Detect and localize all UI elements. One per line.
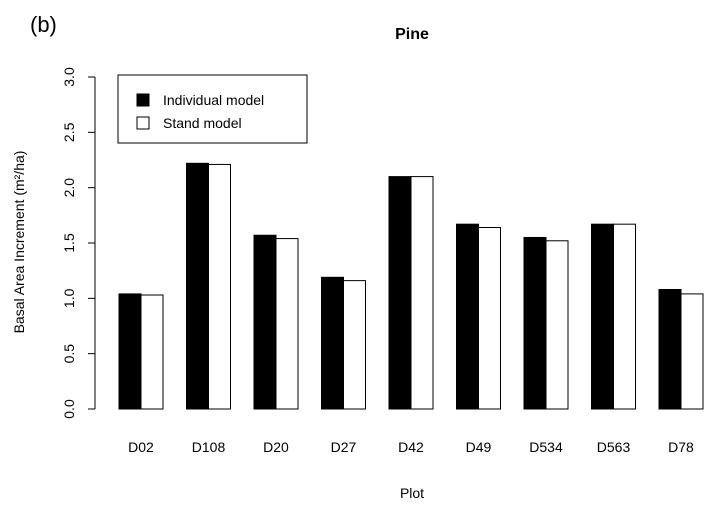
- y-axis-label: Basal Area Increment (m²/ha): [11, 151, 27, 334]
- y-axis-ticks: 0.0 0.5 1.0 1.5 2.0 2.5 3.0: [61, 67, 95, 419]
- x-tick-label: D534: [529, 439, 563, 455]
- x-axis-label: Plot: [400, 485, 424, 501]
- bar-d534-stand-model: [545, 240, 569, 410]
- bar-d27-stand-model: [343, 280, 366, 410]
- y-tick-label: 1.0: [61, 288, 77, 308]
- x-tick-label: D20: [263, 439, 289, 455]
- legend: Individual model Stand model: [117, 74, 308, 144]
- x-tick-label: D49: [466, 439, 492, 455]
- bar-d49-individual-model: [456, 223, 479, 410]
- bar-d563-individual-model: [591, 223, 614, 410]
- bar-d20-individual-model: [253, 234, 277, 410]
- bars-group: [118, 162, 704, 410]
- bar-d108-stand-model: [208, 163, 231, 410]
- bar-d108-individual-model: [186, 162, 209, 410]
- y-tick-label: 2.0: [61, 178, 77, 198]
- y-tick-label: 0.0: [61, 399, 77, 419]
- legend-box: [117, 74, 308, 144]
- bar-d20-stand-model: [275, 238, 299, 410]
- legend-swatch-stand-model: [136, 116, 150, 130]
- x-tick-label: D78: [668, 439, 694, 455]
- legend-swatch-individual-model: [136, 93, 150, 107]
- x-axis-tick-labels: D02 D108 D20 D27 D42 D49 D534 D563 D78: [128, 439, 694, 455]
- x-tick-label: D27: [331, 439, 357, 455]
- x-tick-label: D42: [398, 439, 424, 455]
- y-tick-label: 0.5: [61, 344, 77, 364]
- y-tick-label: 3.0: [61, 67, 77, 87]
- x-tick-label: D02: [128, 439, 154, 455]
- bar-d78-individual-model: [658, 288, 682, 410]
- bar-d49-stand-model: [478, 227, 501, 410]
- x-tick-label: D563: [597, 439, 631, 455]
- bar-d27-individual-model: [321, 276, 344, 410]
- y-tick-label: 1.5: [61, 233, 77, 253]
- bar-d02-individual-model: [118, 293, 142, 410]
- bar-d78-stand-model: [680, 293, 704, 410]
- panel-label: (b): [30, 12, 57, 37]
- x-tick-label: D108: [192, 439, 226, 455]
- y-tick-label: 2.5: [61, 122, 77, 142]
- bar-d42-individual-model: [388, 176, 412, 410]
- bar-d02-stand-model: [140, 294, 164, 410]
- bar-d563-stand-model: [613, 223, 636, 410]
- bar-d42-stand-model: [410, 176, 434, 410]
- bar-d534-individual-model: [523, 236, 547, 410]
- legend-label-individual-model: Individual model: [163, 92, 264, 108]
- legend-label-stand-model: Stand model: [163, 115, 242, 131]
- chart-title: Pine: [395, 26, 429, 43]
